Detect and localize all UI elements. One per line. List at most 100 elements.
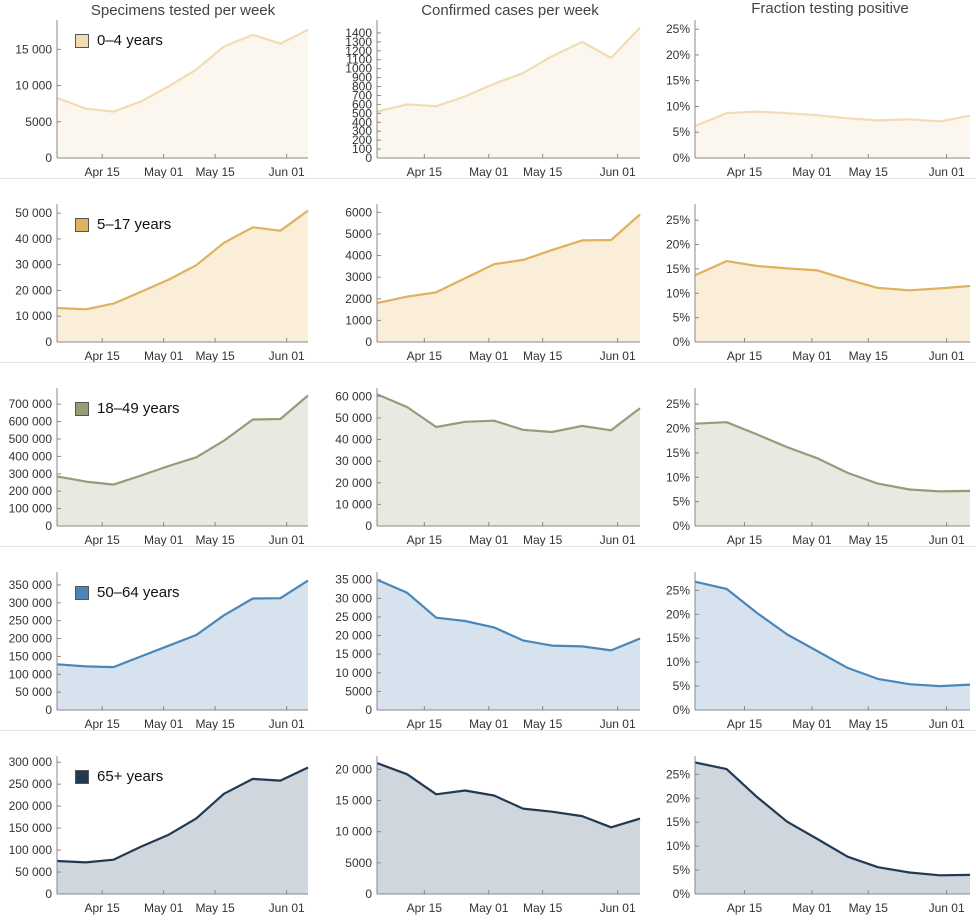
y-tick-label: 5%	[673, 125, 691, 139]
x-tick-label: Jun 01	[929, 717, 965, 731]
y-tick-label: 600 000	[9, 415, 53, 429]
y-tick-label: 300 000	[9, 596, 53, 610]
y-tick-label: 0%	[673, 703, 691, 717]
legend-swatch	[75, 585, 89, 600]
x-tick-label: Apr 15	[727, 165, 763, 179]
y-tick-label: 1300	[345, 35, 372, 49]
y-tick-label: 20 000	[335, 629, 372, 643]
y-tick-label: 20 000	[335, 476, 372, 490]
y-tick-label: 25 000	[335, 610, 372, 624]
y-tick-label: 20%	[666, 422, 690, 436]
y-tick-label: 2000	[345, 292, 372, 306]
y-tick-label: 500 000	[9, 432, 53, 446]
x-tick-label: Apr 15	[727, 717, 763, 731]
area-fill	[377, 763, 640, 894]
x-tick-label: May 01	[469, 165, 509, 179]
y-tick-label: 700 000	[9, 397, 53, 411]
row-separator	[0, 362, 976, 363]
series-line	[376, 578, 641, 652]
y-tick-label: 1000	[345, 313, 372, 327]
y-tick-label: 25%	[666, 22, 690, 36]
x-tick-label: May 15	[849, 349, 889, 363]
legend-50-64: 50–64 years	[75, 584, 180, 601]
x-tick-label: Jun 01	[929, 533, 965, 547]
x-tick-label: Apr 15	[407, 717, 443, 731]
y-tick-label: 5%	[673, 863, 691, 877]
y-tick-label: 0	[365, 151, 372, 165]
legend-label: 5–17 years	[97, 216, 172, 233]
y-tick-label: 1100	[346, 53, 372, 67]
y-tick-label: 15%	[666, 815, 690, 829]
y-tick-label: 0%	[673, 151, 691, 165]
y-tick-label: 1200	[345, 44, 372, 58]
legend-label: 0–4 years	[97, 32, 163, 49]
x-tick-label: Apr 15	[407, 349, 443, 363]
area-fill	[57, 767, 308, 894]
y-tick-label: 20 000	[15, 283, 52, 297]
area-fill	[377, 579, 640, 710]
row-separator	[0, 546, 976, 547]
y-tick-label: 0	[365, 519, 372, 533]
y-tick-label: 400 000	[9, 449, 53, 463]
x-tick-label: May 15	[195, 901, 235, 915]
area-fill	[377, 27, 640, 158]
area-fill	[57, 29, 308, 158]
x-tick-label: May 01	[792, 901, 832, 915]
y-tick-label: 600	[352, 97, 372, 111]
y-tick-label: 20%	[666, 607, 690, 621]
area-fill	[695, 581, 970, 710]
x-tick-label: Apr 15	[407, 533, 443, 547]
y-tick-label: 0	[365, 335, 372, 349]
y-tick-label: 3000	[345, 270, 372, 284]
y-tick-label: 0	[45, 519, 52, 533]
y-tick-label: 150 000	[9, 649, 53, 663]
x-tick-label: Jun 01	[600, 349, 636, 363]
y-tick-label: 5%	[673, 311, 691, 325]
y-tick-label: 60 000	[335, 389, 372, 403]
y-tick-label: 5000	[345, 684, 372, 698]
series-line	[376, 393, 641, 434]
x-tick-label: May 01	[144, 533, 184, 547]
y-tick-label: 100	[352, 142, 372, 156]
x-tick-label: Apr 15	[85, 533, 121, 547]
y-tick-label: 250 000	[9, 777, 53, 791]
y-tick-label: 0	[365, 887, 372, 901]
legend-5-17: 5–17 years	[75, 216, 171, 233]
y-tick-label: 0%	[673, 887, 691, 901]
x-tick-label: May 01	[792, 349, 832, 363]
x-tick-label: May 01	[144, 349, 184, 363]
x-tick-label: May 01	[469, 717, 509, 731]
x-tick-label: May 15	[849, 165, 889, 179]
y-tick-label: 0	[365, 703, 372, 717]
y-tick-label: 100 000	[9, 667, 53, 681]
y-tick-label: 1400	[345, 26, 372, 40]
y-tick-label: 25%	[666, 397, 690, 411]
x-tick-label: May 01	[792, 717, 832, 731]
x-tick-label: May 01	[469, 901, 509, 915]
series-line	[694, 110, 971, 128]
legend-label: 18–49 years	[97, 400, 180, 417]
x-tick-label: May 01	[469, 533, 509, 547]
x-tick-label: May 15	[849, 717, 889, 731]
y-tick-label: 15 000	[15, 42, 52, 56]
y-tick-label: 1000	[345, 62, 372, 76]
y-tick-label: 10 000	[15, 79, 52, 93]
x-tick-label: Apr 15	[727, 901, 763, 915]
x-tick-label: May 15	[195, 533, 235, 547]
x-tick-label: May 01	[144, 901, 184, 915]
y-tick-label: 0	[45, 703, 52, 717]
series-line	[376, 762, 641, 829]
series-line	[694, 580, 971, 688]
y-tick-label: 20%	[666, 48, 690, 62]
y-tick-label: 30 000	[335, 454, 372, 468]
series-line	[694, 260, 971, 292]
x-tick-label: Apr 15	[85, 165, 121, 179]
y-tick-label: 10%	[666, 470, 690, 484]
y-tick-label: 10%	[666, 839, 690, 853]
y-tick-label: 50 000	[15, 685, 52, 699]
y-tick-label: 5%	[673, 495, 691, 509]
y-tick-label: 350 000	[9, 578, 53, 592]
y-tick-label: 800	[352, 80, 372, 94]
x-tick-label: Apr 15	[407, 165, 443, 179]
y-tick-label: 10%	[666, 655, 690, 669]
